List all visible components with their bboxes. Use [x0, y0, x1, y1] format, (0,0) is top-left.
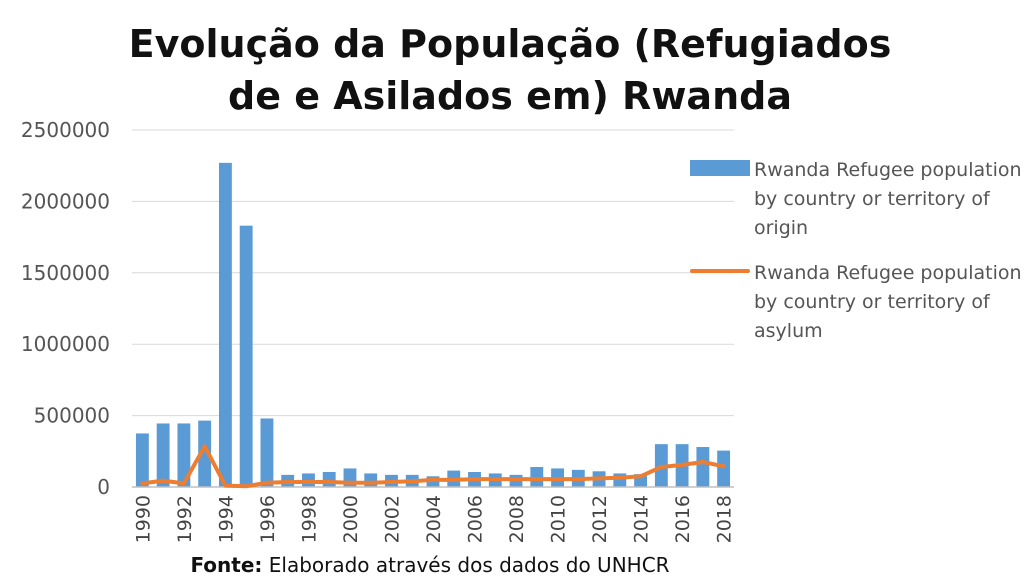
x-tick-label: 2018	[714, 495, 736, 543]
x-tick-label: 1996	[257, 495, 279, 543]
x-tick-label: 2008	[506, 495, 528, 543]
y-tick-label: 2500000	[21, 118, 110, 142]
bar	[260, 418, 274, 487]
chart-title-line-1: Evolução da População (Refugiados	[128, 22, 892, 66]
series-line	[140, 444, 726, 489]
x-tick-label: 1998	[298, 495, 320, 543]
source-label: Fonte:	[190, 553, 263, 577]
x-tick-label: 1992	[174, 495, 196, 543]
x-tick-label: 2016	[672, 495, 694, 543]
bar	[364, 473, 378, 487]
bar	[135, 433, 149, 487]
y-tick-label: 2000000	[21, 189, 110, 213]
bar	[177, 423, 191, 487]
bar	[156, 423, 170, 487]
bar	[239, 225, 253, 487]
y-tick-label: 0	[97, 475, 110, 499]
x-tick-label: 2010	[548, 495, 570, 543]
bar	[322, 472, 336, 487]
x-tick-label: 2004	[423, 495, 445, 543]
y-tick-label: 500000	[34, 404, 110, 428]
x-tick-label: 1994	[215, 495, 237, 543]
bar	[218, 162, 232, 487]
bar	[198, 420, 212, 487]
chart-title-line-2: de e Asilados em) Rwanda	[228, 74, 792, 118]
x-tick-label: 2002	[381, 495, 403, 543]
bar	[530, 467, 544, 487]
legend-bar-swatch	[690, 160, 750, 176]
source-text: Elaborado através dos dados do UNHCR	[262, 553, 670, 577]
chart-title: Evolução da População (Refugiados de e A…	[60, 18, 960, 122]
x-tick-label: 2000	[340, 495, 362, 543]
legend-line-swatch	[690, 269, 750, 273]
x-tick-label: 1990	[132, 495, 154, 543]
x-tick-label: 2014	[631, 495, 653, 543]
legend-label-origin: Rwanda Refugee population by country or …	[754, 159, 1022, 239]
y-tick-label: 1000000	[21, 332, 110, 356]
x-tick-label: 2006	[465, 495, 487, 543]
bar	[717, 450, 731, 487]
legend-label-asylum: Rwanda Refugee population by country or …	[754, 262, 1022, 342]
y-tick-label: 1500000	[21, 261, 110, 285]
bar	[696, 447, 710, 487]
x-tick-label: 2012	[589, 495, 611, 543]
source-note: Fonte: Elaborado através dos dados do UN…	[0, 553, 860, 577]
